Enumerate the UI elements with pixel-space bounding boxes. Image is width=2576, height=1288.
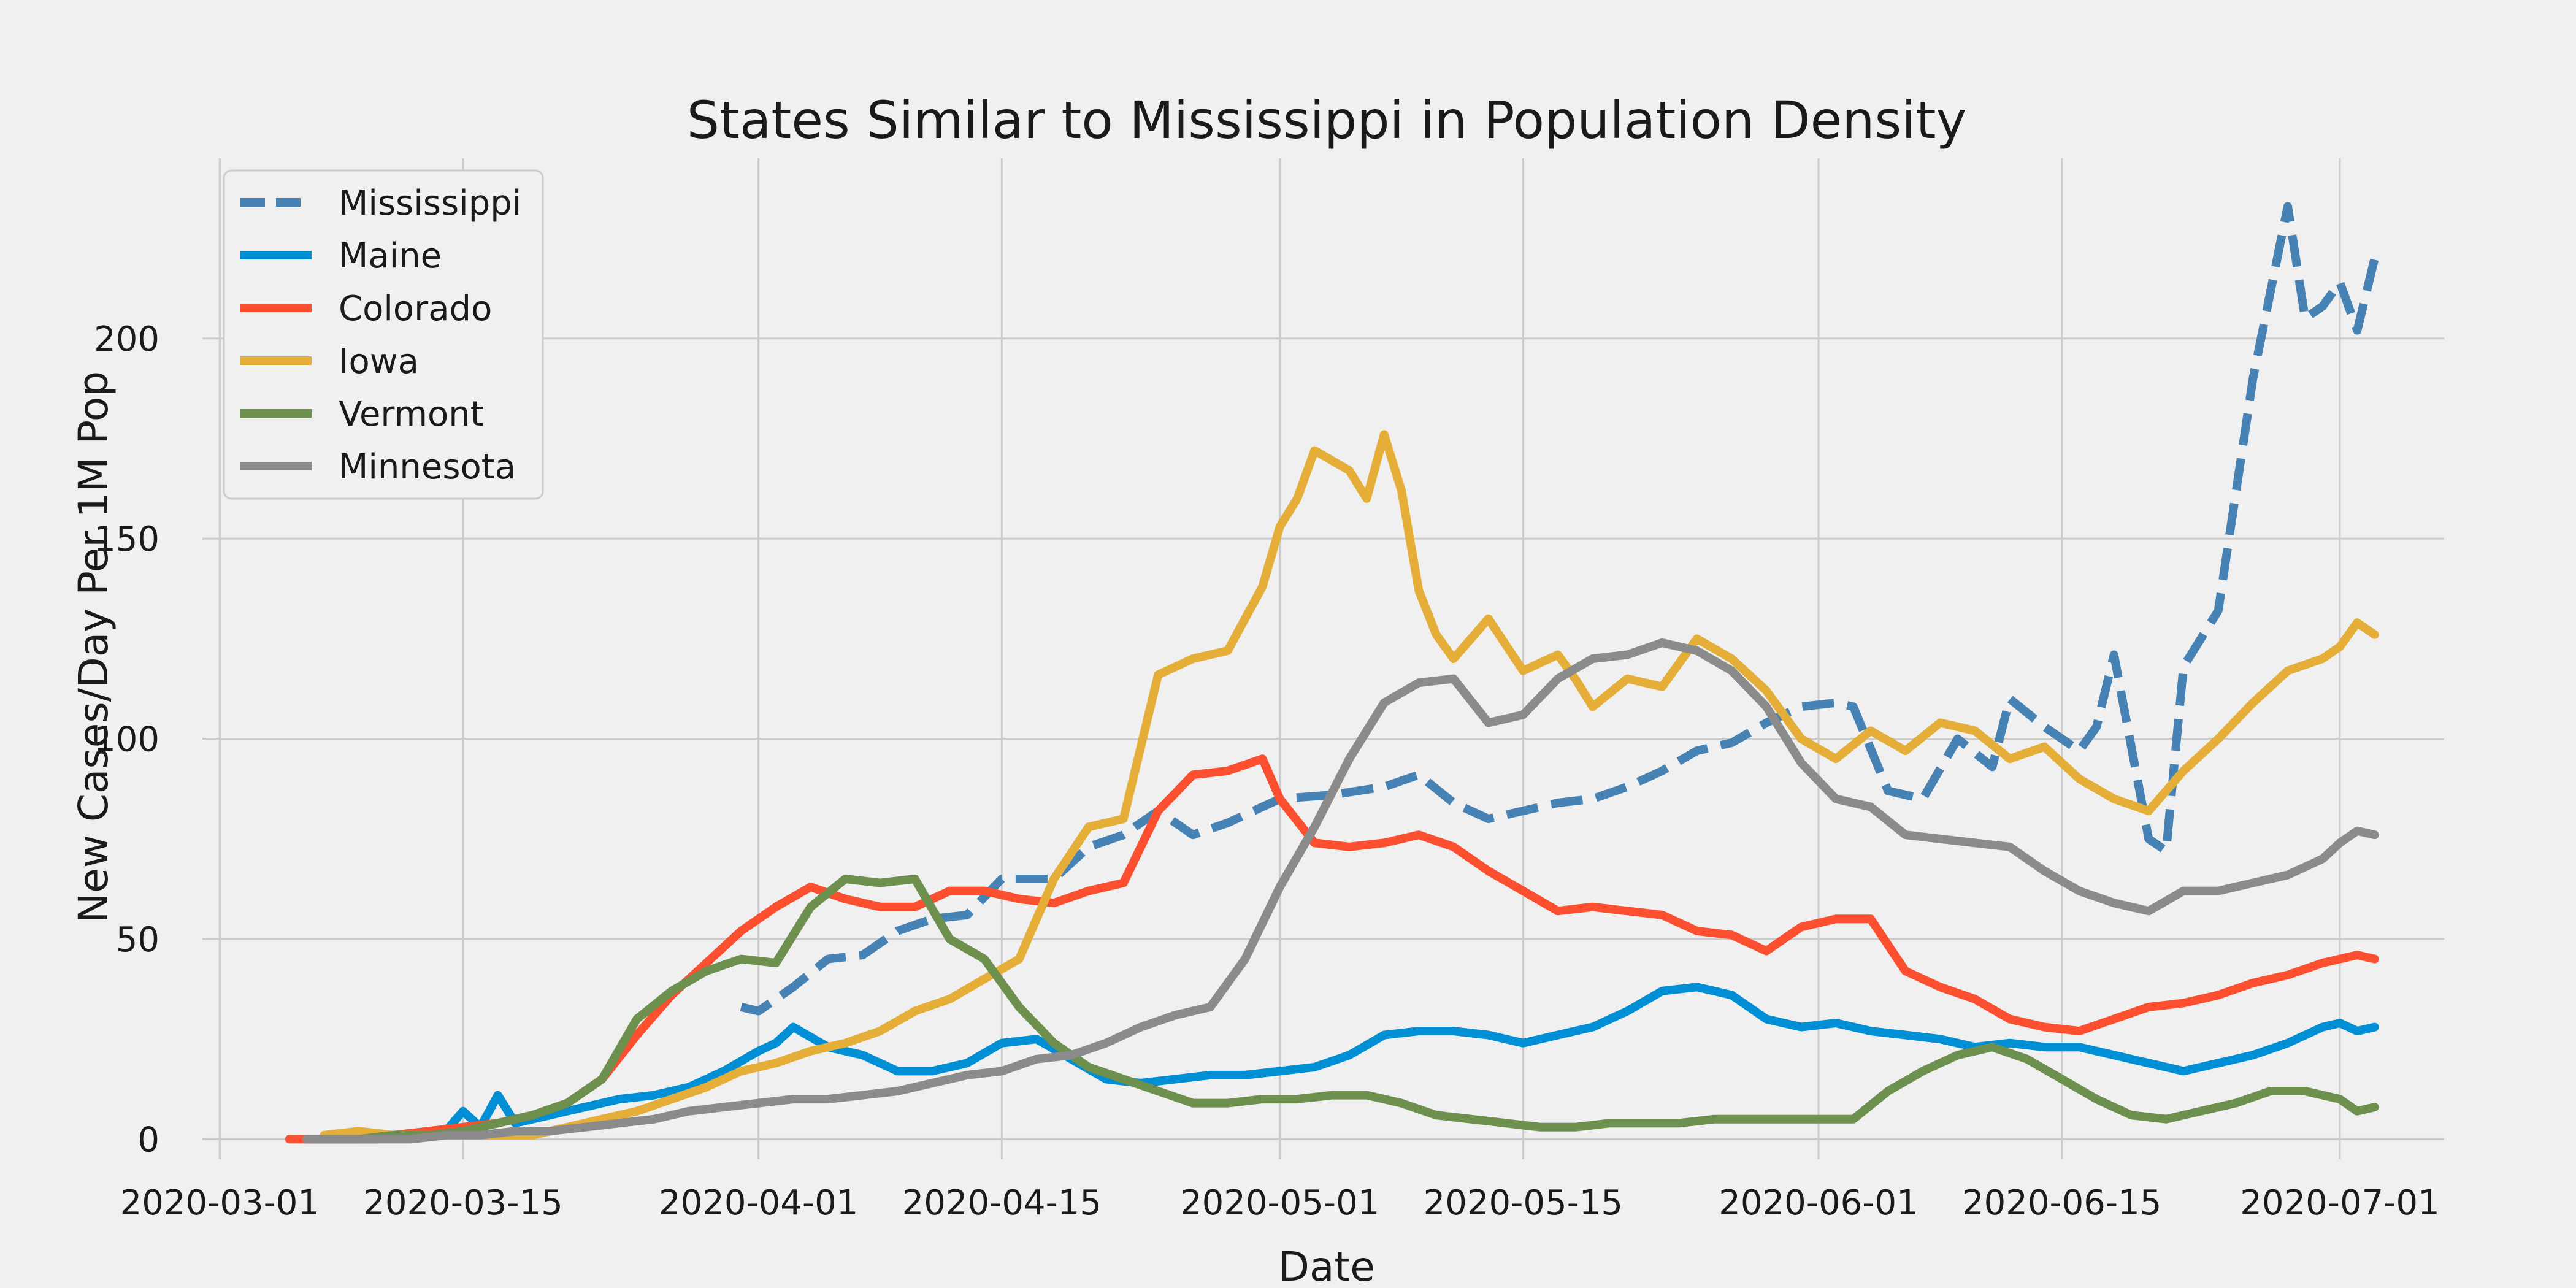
y-tick-label: 50	[116, 920, 159, 960]
y-axis-title: New Cases/Day Per 1M Pop	[70, 371, 117, 923]
y-axis-ticks: 0 50 100 150 200	[94, 320, 159, 1160]
chart-title: States Similar to Mississippi in Populat…	[687, 90, 1967, 150]
x-tick-label: 2020-04-01	[659, 1183, 858, 1223]
legend-label-iowa: Iowa	[339, 342, 419, 381]
series-line-vermont	[320, 875, 2379, 1144]
x-tick-label: 2020-04-15	[902, 1183, 1102, 1223]
series-line-colorado	[285, 754, 2379, 1144]
legend-label-mississippi: Mississippi	[339, 183, 521, 223]
legend-label-vermont: Vermont	[339, 394, 484, 434]
legend-label-maine: Maine	[339, 236, 442, 276]
series-line-maine	[302, 983, 2379, 1144]
y-tick-label: 200	[94, 320, 159, 359]
series-line-iowa	[320, 430, 2379, 1140]
y-tick-label: 100	[94, 720, 159, 760]
x-axis-ticks: 2020-03-01 2020-03-15 2020-04-01 2020-04-15…	[120, 1183, 2440, 1223]
x-tick-label: 2020-05-01	[1180, 1183, 1379, 1223]
x-tick-label: 2020-06-15	[1962, 1183, 2161, 1223]
x-tick-label: 2020-03-15	[363, 1183, 562, 1223]
legend: Mississippi Maine Colorado Iowa Vermont Minne…	[223, 169, 544, 500]
series-line-mississippi	[740, 202, 2379, 1016]
series-line-minnesota	[302, 638, 2379, 1144]
legend-items: Mississippi Maine Colorado Iowa Vermont Minne…	[240, 183, 521, 487]
y-tick-label: 0	[137, 1120, 159, 1160]
x-tick-label: 2020-03-01	[120, 1183, 320, 1223]
x-tick-label: 2020-06-01	[1719, 1183, 1918, 1223]
x-tick-label: 2020-05-15	[1424, 1183, 1623, 1223]
y-tick-label: 150	[94, 519, 159, 559]
grid	[202, 158, 2444, 1159]
x-axis-title: Date	[1278, 1243, 1375, 1288]
legend-label-colorado: Colorado	[339, 289, 492, 329]
legend-label-minnesota: Minnesota	[339, 447, 516, 487]
series-lines	[285, 202, 2379, 1144]
x-tick-label: 2020-07-01	[2240, 1183, 2439, 1223]
